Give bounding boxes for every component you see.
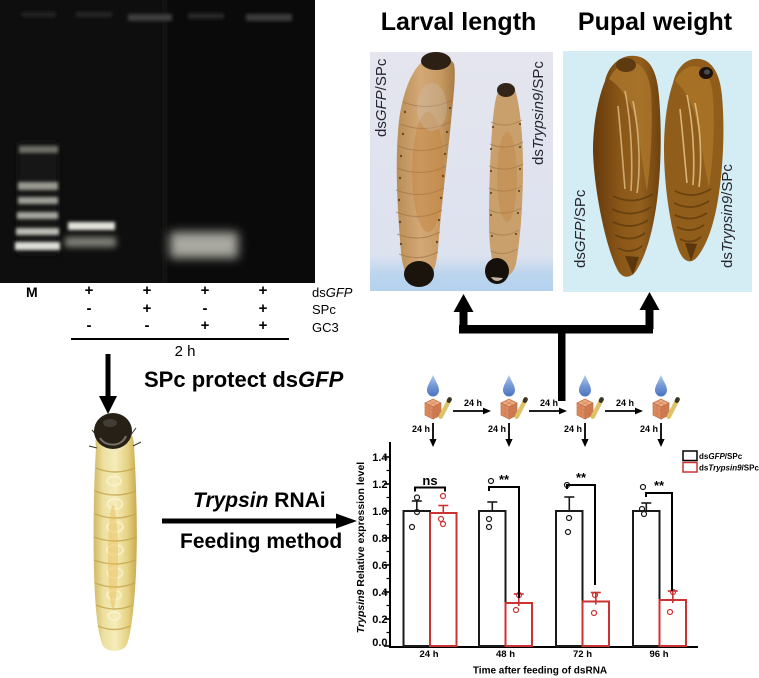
svg-text:dsGFP/SPc: dsGFP/SPc: [699, 452, 743, 461]
svg-text:48 h: 48 h: [496, 649, 515, 660]
svg-text:0.0: 0.0: [372, 637, 387, 649]
svg-text:**: **: [499, 472, 510, 487]
svg-text:dsTrypsin9/SPc: dsTrypsin9/SPc: [699, 464, 759, 473]
svg-text:Time after feeding of dsRNA: Time after feeding of dsRNA: [473, 666, 607, 677]
svg-text:24 h: 24 h: [419, 649, 438, 660]
svg-text:1.2: 1.2: [372, 479, 387, 491]
svg-text:**: **: [654, 478, 665, 493]
svg-text:Trypsin9 Relative expression l: Trypsin9 Relative expression level: [355, 462, 367, 633]
svg-text:96 h: 96 h: [649, 649, 668, 660]
svg-text:0.8: 0.8: [372, 533, 387, 545]
svg-text:1.4: 1.4: [372, 452, 388, 464]
svg-text:0.4: 0.4: [372, 587, 388, 599]
svg-text:0.6: 0.6: [372, 560, 387, 572]
svg-text:0.2: 0.2: [372, 614, 387, 626]
svg-text:1.0: 1.0: [372, 506, 387, 518]
svg-text:ns: ns: [422, 473, 437, 488]
svg-text:**: **: [576, 470, 587, 485]
svg-text:72 h: 72 h: [573, 649, 592, 660]
